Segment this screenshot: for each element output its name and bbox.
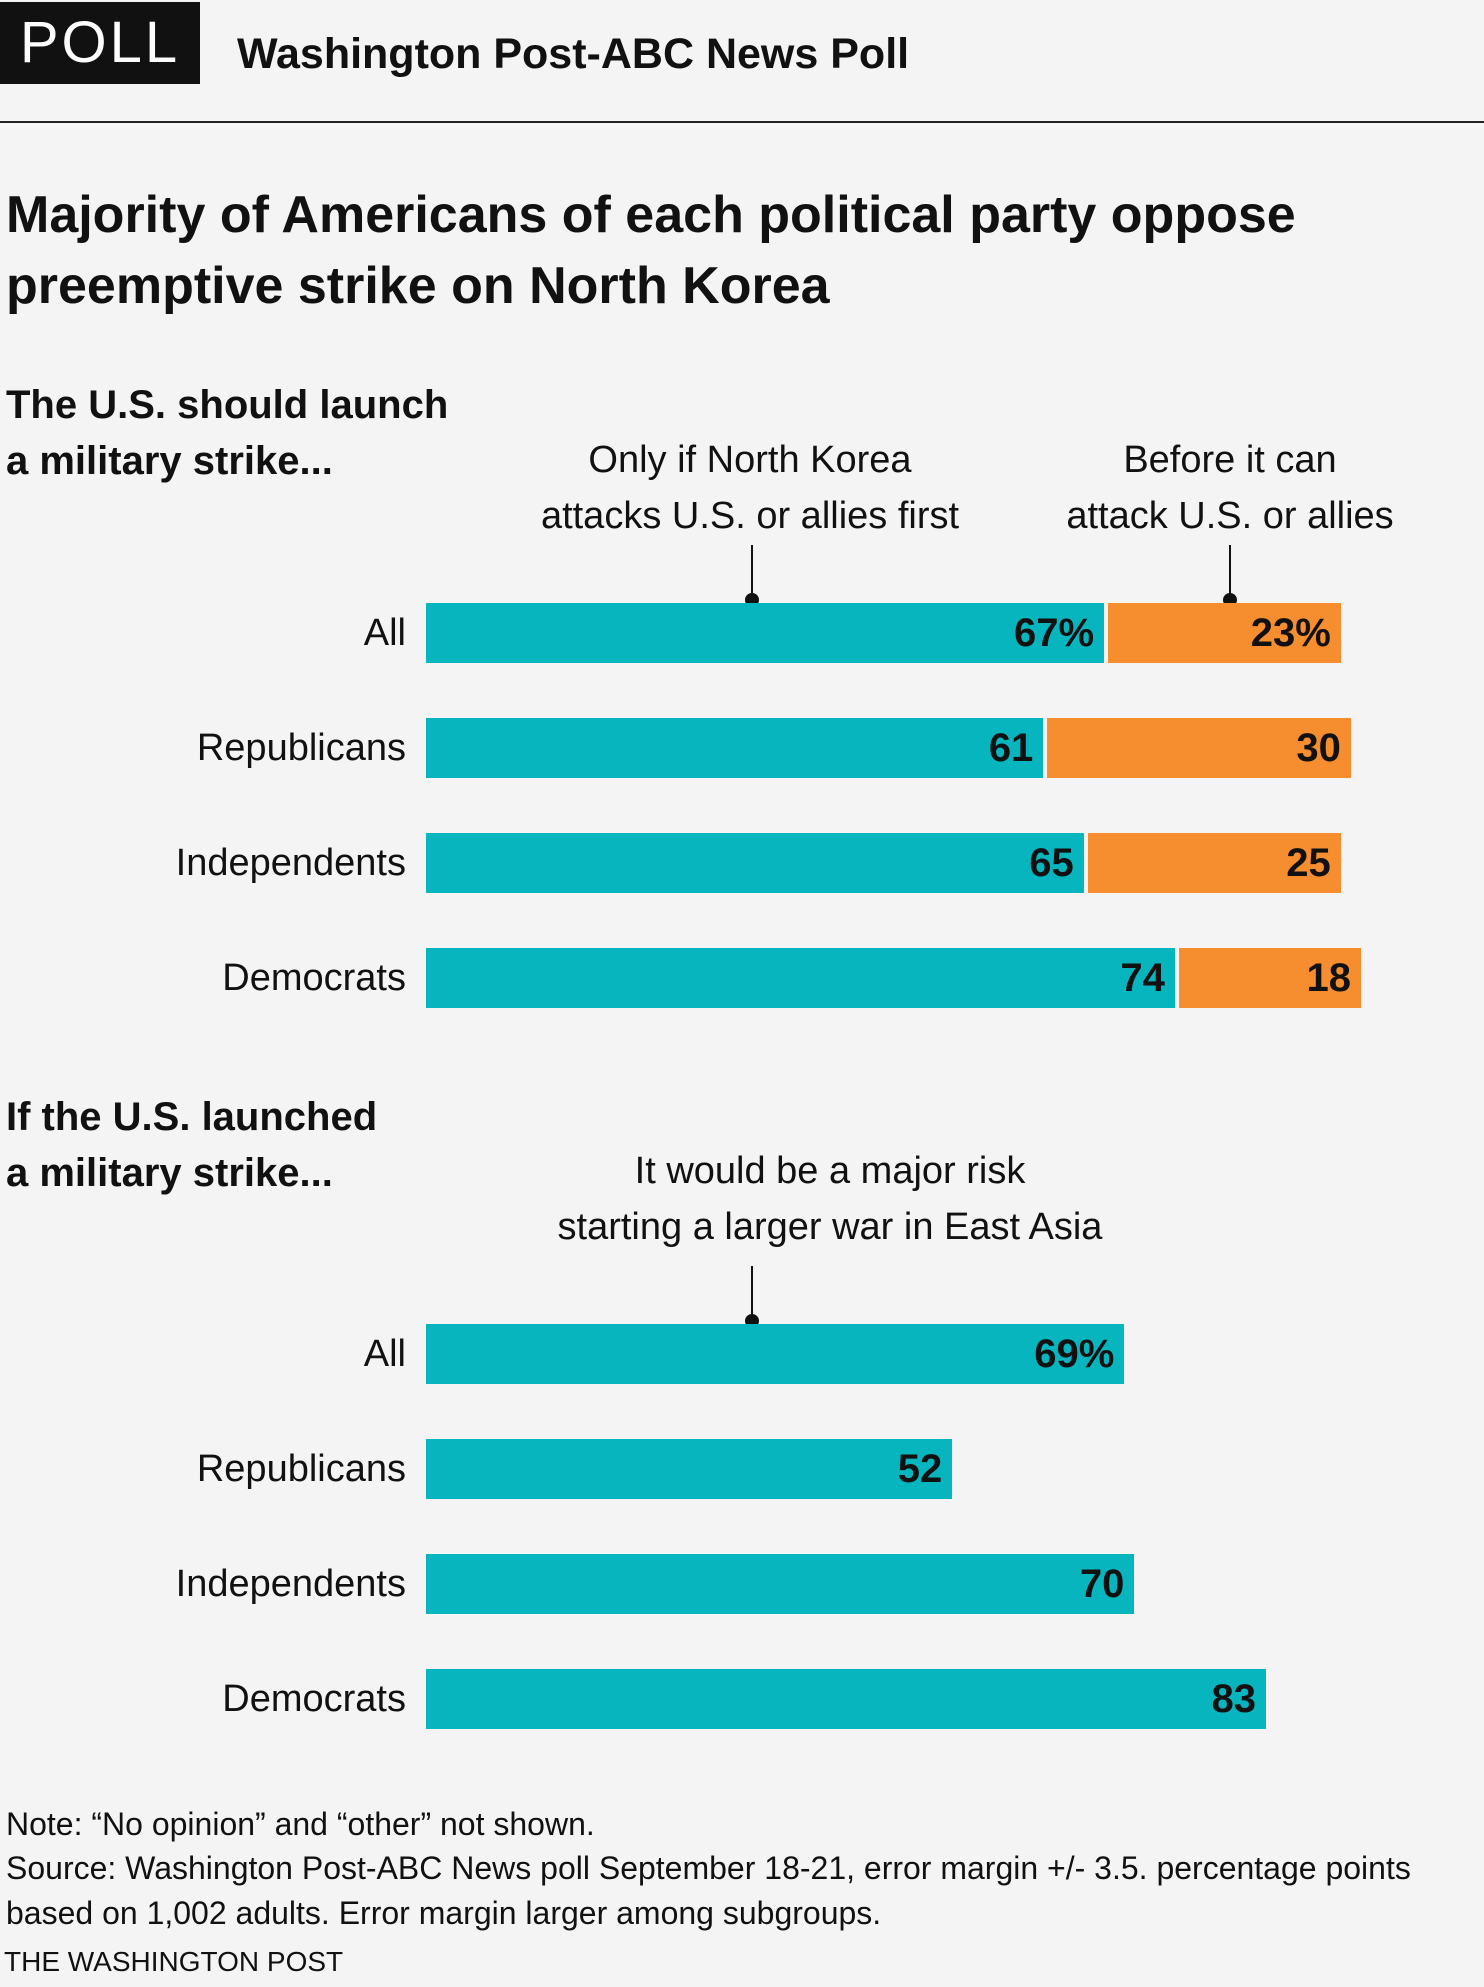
panel1-series1-name-line2: attacks U.S. or allies first (540, 495, 960, 537)
panel1-bar-republicans-series2: 30 (1047, 718, 1351, 778)
panel2-title-line2: a military strike... (6, 1151, 333, 1195)
panel2-category-republicans: Republicans (196, 1448, 406, 1490)
panel2-series1-name-line2: starting a larger war in East Asia (557, 1206, 1103, 1248)
panel1-bar-democrats-series1: 74 (426, 948, 1175, 1008)
panel1-category-all: All (363, 612, 406, 654)
footer-source: Source: Washington Post-ABC News poll Se… (6, 1850, 1411, 1931)
panel2-bar-democrats-series1: 83 (426, 1669, 1266, 1729)
panel1-value-label-democrats-series1: 74 (1120, 956, 1165, 1000)
panel1-bar-independents-series2: 25 (1087, 833, 1341, 893)
panel2-value-label-republicans-series1: 52 (897, 1447, 943, 1491)
panel1-title-line2: a military strike... (6, 439, 333, 483)
panel1-value-label-all-series2: 23% (1250, 611, 1331, 655)
panel1-series1-annotation: Only if North Korea attacks U.S. or alli… (490, 432, 1010, 544)
panel1-category-independents: Independents (175, 842, 406, 884)
panel2-value-label-all-series1: 69% (1034, 1332, 1115, 1376)
header-rule (0, 121, 1484, 123)
panel1-value-label-republicans-series1: 61 (988, 726, 1034, 770)
poll-name: Washington Post-ABC News Poll (237, 30, 910, 78)
panel1-category-democrats: Democrats (222, 957, 406, 999)
panel1-series2-annotation: Before it can attack U.S. or allies (1030, 432, 1430, 544)
panel2-series1-annotation: It would be a major risk starting a larg… (480, 1143, 1180, 1255)
panel1-value-label-democrats-series2: 18 (1306, 956, 1352, 1000)
panel2-value-label-democrats-series1: 83 (1211, 1677, 1256, 1721)
panel1-title: The U.S. should launch a military strike… (6, 377, 526, 489)
panel1-value-label-republicans-series2: 30 (1296, 726, 1341, 770)
panel1-series1-name-line1: Only if North Korea (588, 439, 912, 481)
panel1-series1-leader (751, 545, 753, 597)
panel1-bar-independents-series1: 65 (426, 833, 1084, 893)
panel1-bar-republicans-series1: 61 (426, 718, 1044, 778)
panel1-series2-name-line1: Before it can (1123, 439, 1337, 481)
panel2-category-democrats: Democrats (222, 1678, 406, 1720)
panel2-series1-name-line1: It would be a major risk (634, 1150, 1026, 1192)
panel2-title-line1: If the U.S. launched (6, 1095, 378, 1139)
panel2-series1-leader (751, 1266, 753, 1318)
panel1-value-label-all-series1: 67% (1013, 611, 1095, 655)
panel1-bar-all-series2: 23% (1108, 603, 1341, 663)
footer-note: Note: “No opinion” and “other” not shown… (6, 1806, 595, 1842)
panel1-series2-leader (1229, 545, 1231, 597)
panel1-bar-all-series1: 67% (426, 603, 1105, 663)
panel2-title: If the U.S. launched a military strike..… (6, 1089, 526, 1201)
panel1-bar-democrats-series2: 18 (1178, 948, 1362, 1008)
panel2-bar-republicans-series1: 52 (426, 1439, 953, 1499)
panel1-series2-name-line2: attack U.S. or allies (1066, 495, 1394, 537)
panel1-value-label-independents-series1: 65 (1029, 841, 1074, 885)
panel2-bar-all-series1: 69% (426, 1324, 1125, 1384)
footer-credit: THE WASHINGTON POST (4, 1946, 344, 1977)
panel2-bar-independents-series1: 70 (426, 1554, 1135, 1614)
chart-headline: Majority of Americans of each political … (6, 186, 1296, 315)
panel2-category-independents: Independents (175, 1563, 406, 1605)
panel2-category-all: All (363, 1333, 406, 1375)
poll-badge: POLL (0, 2, 200, 84)
panel1-title-line1: The U.S. should launch (6, 383, 449, 427)
panel1-value-label-independents-series2: 25 (1286, 841, 1331, 885)
panel2-value-label-independents-series1: 70 (1079, 1562, 1125, 1606)
panel1-category-republicans: Republicans (196, 727, 406, 769)
